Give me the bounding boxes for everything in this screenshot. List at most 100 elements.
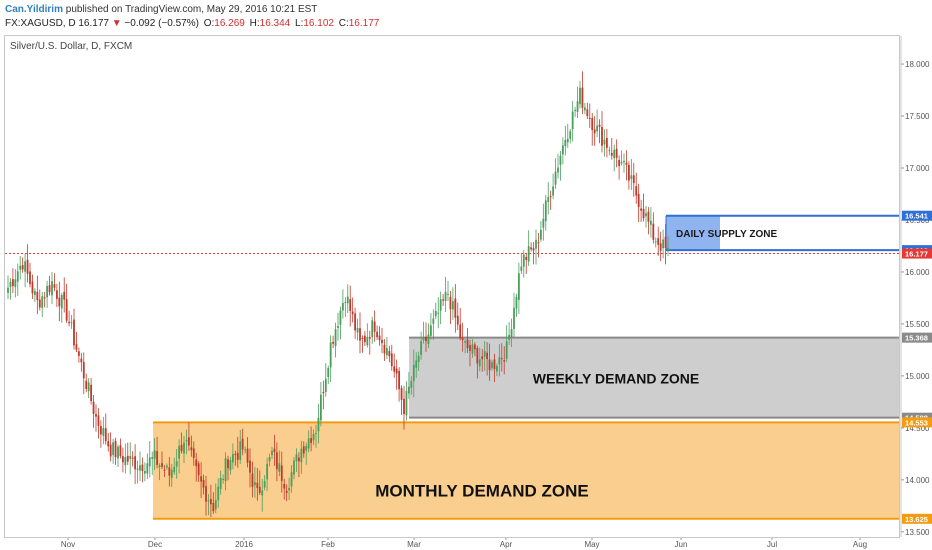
candle-body (630, 175, 633, 179)
open-value: 16.269 (214, 18, 245, 29)
candle-body (434, 310, 437, 317)
candle-body (280, 465, 283, 481)
candle-body (356, 327, 359, 333)
time-tick-label: Dec (148, 540, 162, 549)
candle-body (65, 299, 68, 321)
candle-body (273, 448, 276, 453)
symbol-name[interactable]: FX:XAGUSD, D (5, 18, 76, 29)
candle-body (478, 359, 481, 367)
candle-body (420, 341, 423, 355)
candle-body (341, 302, 344, 311)
down-arrow-icon: ▼ (111, 18, 122, 29)
candle-body (544, 200, 547, 222)
candle-body (393, 366, 396, 372)
candle-body (334, 329, 337, 347)
candle-body (493, 359, 496, 370)
candle-body (444, 291, 447, 302)
price-label-box (902, 332, 932, 343)
candle-body (410, 381, 413, 388)
candle-body (378, 335, 381, 341)
candle-body (75, 344, 78, 350)
candle-body (561, 145, 564, 155)
candle-body (425, 336, 427, 342)
candle-body (7, 287, 9, 293)
candle-body (422, 337, 425, 341)
candle-body (124, 457, 127, 466)
author-link[interactable]: Can.Yildirim (5, 4, 63, 15)
candle-body (258, 486, 261, 493)
candle-body (642, 208, 645, 219)
weekly-demand-zone (409, 337, 900, 418)
candle-body (481, 356, 484, 360)
candle-body (168, 467, 171, 476)
candle-body (104, 428, 107, 442)
candle-body (349, 299, 352, 311)
candle-body (442, 299, 445, 301)
price-label: 13.625 (905, 515, 928, 524)
candle-body (461, 338, 464, 341)
candle-body (339, 310, 342, 325)
candle-body (454, 298, 457, 318)
candle-body (583, 107, 586, 111)
close-label: C: (338, 18, 349, 29)
candle-body (547, 197, 550, 202)
candle-body (9, 282, 12, 288)
candle-body (38, 299, 41, 308)
candle-body (635, 186, 638, 196)
candle-body (136, 468, 139, 470)
candle-body (275, 452, 278, 470)
candle-body (557, 167, 559, 173)
candle-body (471, 344, 474, 354)
candle-body (605, 137, 608, 148)
candle-body (173, 466, 176, 473)
candle-body (537, 242, 540, 244)
candle-body (337, 326, 339, 328)
candle-body (153, 450, 156, 459)
monthly-demand-zone (153, 422, 900, 519)
candle-body (202, 479, 205, 488)
candle-body (307, 438, 310, 449)
time-tick-label: Aug (853, 540, 867, 549)
candle-body (654, 241, 657, 243)
time-tick-label: 2016 (235, 540, 253, 549)
price-label-box (902, 210, 932, 221)
candle-body (427, 334, 430, 345)
candle-body (618, 160, 621, 167)
candle-body (649, 220, 652, 225)
candle-body (29, 271, 31, 285)
close-value: 16.177 (348, 18, 380, 29)
candle-body (620, 162, 623, 164)
candle-body (554, 171, 557, 185)
candle-body (566, 138, 569, 143)
candle-body (564, 139, 567, 147)
candle-body (214, 500, 217, 510)
candle-body (285, 490, 288, 493)
candle-body (667, 247, 669, 250)
candle-body (241, 438, 244, 450)
candle-body (407, 386, 410, 394)
candle-body (53, 284, 56, 288)
candle-body (520, 266, 523, 271)
candle-body (498, 357, 501, 365)
candle-body (278, 463, 281, 472)
symbol-line: FX:XAGUSD, D 16.177 ▼ −0.092 (−0.57%) O:… (5, 18, 379, 29)
last-price: 16.177 (78, 18, 109, 29)
candle-body (295, 454, 298, 462)
candle-body (143, 470, 146, 474)
candle-body (549, 196, 552, 198)
candle-body (613, 149, 616, 159)
candle-body (212, 502, 215, 512)
high-label: H: (249, 18, 260, 29)
candle-body (515, 296, 518, 309)
candle-body (200, 476, 203, 482)
price-axis (901, 36, 932, 537)
candle-body (591, 118, 594, 130)
candle-body (459, 324, 462, 339)
price-tick-label: 14.000 (905, 476, 930, 485)
candle-body (456, 315, 459, 325)
price-tick-label: 16.000 (905, 268, 930, 277)
candle-body (390, 353, 393, 367)
candle-body (466, 339, 469, 349)
candle-body (60, 294, 63, 309)
